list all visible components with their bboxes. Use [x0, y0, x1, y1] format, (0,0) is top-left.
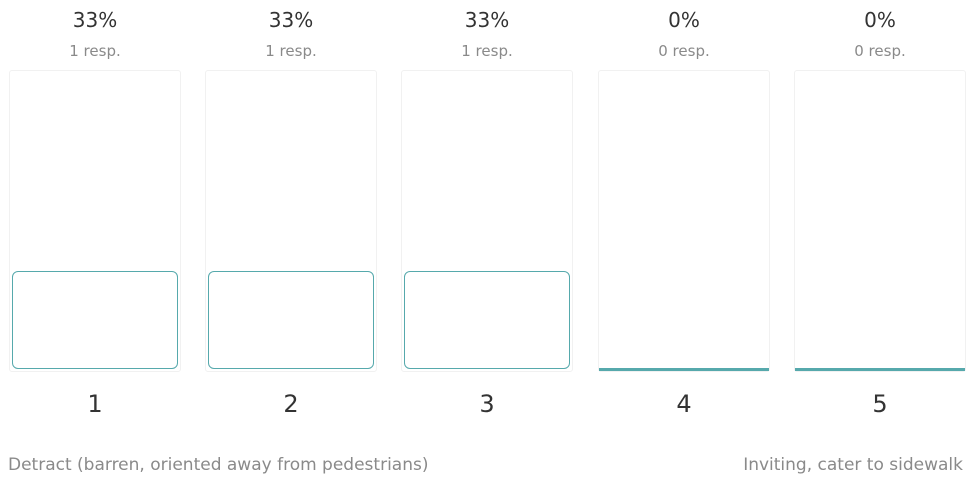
bar-4	[599, 368, 769, 371]
response-count-4: 0 resp.	[658, 42, 710, 60]
scale-value-1: 1	[87, 390, 103, 418]
bar-column-2[interactable]	[205, 70, 377, 372]
response-count-1: 1 resp.	[69, 42, 121, 60]
bar-1	[12, 271, 178, 369]
scale-value-4: 4	[676, 390, 692, 418]
bar-column-1[interactable]	[9, 70, 181, 372]
bar-column-3[interactable]	[401, 70, 573, 372]
scale-value-2: 2	[283, 390, 299, 418]
scale-value-5: 5	[872, 390, 888, 418]
percent-label-5: 0%	[864, 8, 896, 32]
scale-low-label: Detract (barren, oriented away from pede…	[8, 455, 429, 475]
response-count-2: 1 resp.	[265, 42, 317, 60]
response-count-5: 0 resp.	[854, 42, 906, 60]
bar-column-4[interactable]	[598, 70, 770, 372]
bar-2	[208, 271, 374, 369]
scale-high-label: Inviting, cater to sidewalk	[743, 455, 963, 475]
percent-label-2: 33%	[268, 8, 314, 32]
percent-label-4: 0%	[668, 8, 700, 32]
bar-3	[404, 271, 570, 369]
bar-5	[795, 368, 965, 371]
percent-label-3: 33%	[464, 8, 510, 32]
scale-value-3: 3	[479, 390, 495, 418]
percent-label-1: 33%	[72, 8, 118, 32]
response-count-3: 1 resp.	[461, 42, 513, 60]
bar-column-5[interactable]	[794, 70, 966, 372]
